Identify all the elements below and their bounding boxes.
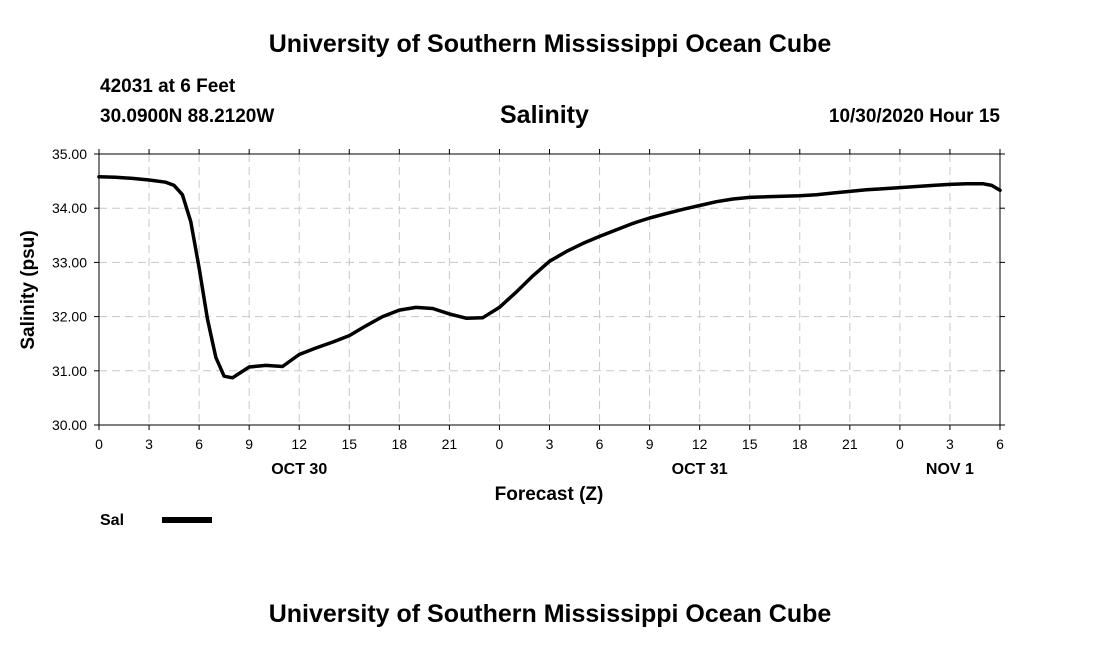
chart-title: University of Southern Mississippi Ocean… (268, 30, 832, 58)
x-tick-label: 3 (946, 436, 954, 452)
x-tick-label: 6 (195, 436, 203, 452)
y-tick-label: 34.00 (52, 200, 87, 216)
day-label: OCT 31 (672, 461, 728, 478)
station-id: 42031 at 6 Feet (100, 76, 236, 97)
y-axis-ticks: 30.00 31.00 32.00 33.00 34.00 35.00 (52, 146, 1005, 433)
grid-lines (99, 154, 1000, 425)
x-axis-ticks: 0 3 6 9 12 15 18 21 0 3 6 9 12 15 18 21 0 3 6 (95, 149, 1004, 452)
x-tick-label: 3 (145, 436, 153, 452)
x-tick-label: 3 (546, 436, 554, 452)
x-axis-label: Forecast (Z) (495, 484, 604, 505)
footer-title: University of Southern Mississippi Ocean… (268, 600, 832, 628)
salinity-series-line (97, 175, 1002, 380)
chart-subtitle: Salinity (500, 101, 589, 129)
forecast-datetime: 10/30/2020 Hour 15 (828, 106, 1000, 127)
x-tick-label: 21 (442, 436, 458, 452)
x-tick-label: 9 (646, 436, 654, 452)
x-tick-label: 6 (996, 436, 1004, 452)
x-tick-label: 0 (95, 436, 103, 452)
x-tick-label: 15 (341, 436, 357, 452)
x-tick-label: 15 (742, 436, 758, 452)
x-tick-label: 0 (896, 436, 904, 452)
y-tick-label: 33.00 (52, 254, 87, 270)
y-axis-label: Salinity (psu) (18, 230, 39, 349)
x-tick-label: 18 (792, 436, 808, 452)
y-tick-label: 32.00 (52, 309, 87, 325)
x-tick-label: 18 (392, 436, 408, 452)
y-tick-label: 30.00 (52, 417, 87, 433)
x-tick-label: 21 (842, 436, 858, 452)
day-label: NOV 1 (926, 461, 974, 478)
legend-label: Sal (100, 512, 124, 529)
x-tick-label: 9 (245, 436, 253, 452)
day-label: OCT 30 (271, 461, 327, 478)
y-tick-label: 35.00 (52, 146, 87, 162)
x-tick-label: 0 (496, 436, 504, 452)
x-tick-label: 6 (596, 436, 604, 452)
y-tick-label: 31.00 (52, 363, 87, 379)
x-tick-label: 12 (692, 436, 708, 452)
day-labels: OCT 30 OCT 31 NOV 1 (271, 461, 974, 478)
x-tick-label: 12 (291, 436, 307, 452)
station-coordinates: 30.0900N 88.2120W (100, 106, 275, 127)
